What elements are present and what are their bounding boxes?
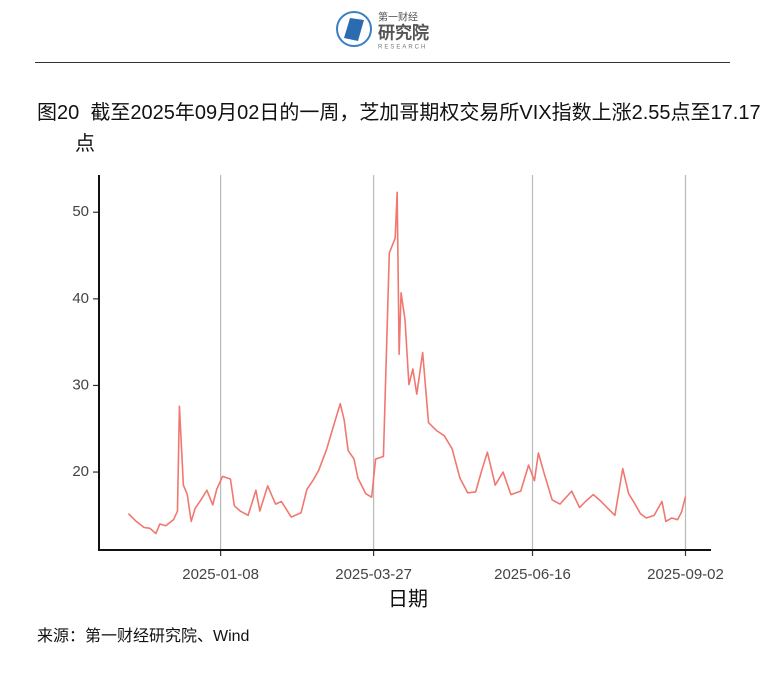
y-tick-label: 40 — [72, 290, 89, 307]
y-tick-label: 30 — [72, 376, 89, 393]
chart: 日期 2025-01-08 2025-03-27 2025-06-16 2025-09… — [72, 175, 724, 610]
y-tick-label: 20 — [72, 463, 89, 480]
logo-cn: 第一财经 — [378, 11, 418, 24]
x-tick-label: 2025-09-02 — [647, 566, 724, 583]
source: 来源：第一财经研究院、Wind — [37, 628, 250, 645]
figure-title: 图20 截至2025年09月02日的一周，芝加哥期权交易所VIX指数上涨2.55… — [37, 98, 775, 160]
logo-icon: 第一财经 研究院 RESEARCH — [336, 11, 429, 51]
logo-en: RESEARCH — [378, 45, 427, 51]
x-tick-label: 2025-01-08 — [182, 566, 259, 583]
x-tick-label: 2025-03-27 — [335, 566, 412, 583]
logo-main: 研究院 — [378, 22, 429, 42]
x-axis-label: 日期 — [388, 588, 428, 610]
line — [127, 191, 687, 535]
chart-title: 截至2025年09月02日的一周，芝加哥期权交易所VIX指数上涨2.55点至17… — [75, 102, 761, 155]
figure-number: 图20 — [37, 102, 80, 124]
header-rule — [35, 62, 730, 63]
y-tick-label: 50 — [72, 203, 89, 220]
logo: 第一财经 研究院 RESEARCH — [334, 8, 444, 52]
x-tick-label: 2025-06-16 — [494, 566, 571, 583]
